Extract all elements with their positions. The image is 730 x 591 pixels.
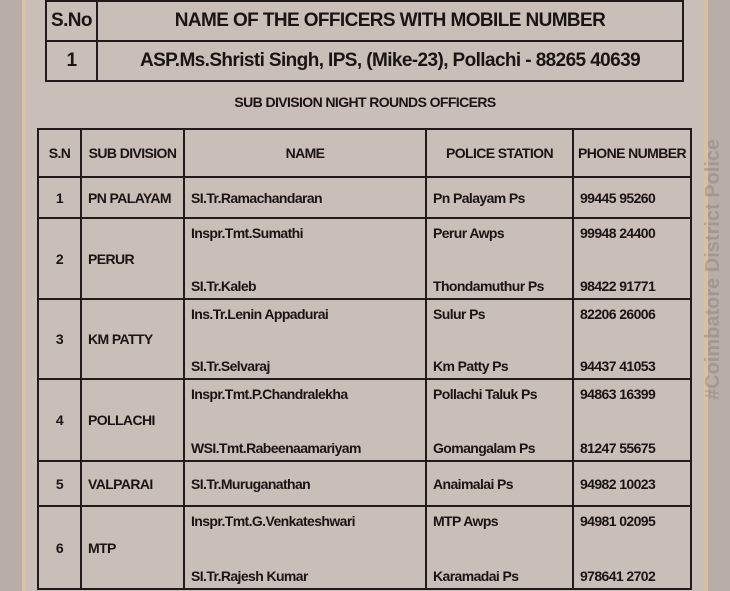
station-cell: Anaimalai Ps <box>433 475 514 492</box>
phone-cell: 81247 55675 <box>580 440 656 456</box>
subdivision-cell: PERUR <box>88 250 135 267</box>
header-sn: S.N <box>48 145 71 161</box>
subdivision-cell: PN PALAYAM <box>88 189 172 206</box>
name-cell: SI.Tr.Kaleb <box>191 278 257 294</box>
station-cell: Pn Palayam Ps <box>433 189 525 206</box>
sn-cell: 3 <box>55 331 64 347</box>
phone-cell: 94981 02095 <box>580 513 656 529</box>
name-cell: SI.Tr.Selvaraj <box>191 358 270 374</box>
station-cell: Thondamuthur Ps <box>433 278 544 294</box>
name-cell: SI.Tr.Rajesh Kumar <box>191 568 308 584</box>
table-row: 6 MTP Inspr.Tmt.G.Venkateshwari SI.Tr.Rajes… <box>37 505 692 590</box>
watermark: #Coimbatore District Police <box>702 138 724 400</box>
name-cell: Inspr.Tmt.P.Chandralekha <box>191 386 348 402</box>
phone-cell: 82206 26006 <box>580 306 656 322</box>
phone-cell: 94863 16399 <box>580 386 656 402</box>
station-cell: Sulur Ps <box>433 306 486 322</box>
header-subdivision: SUB DIVISION <box>88 145 177 161</box>
phone-cell: 94982 10023 <box>580 475 656 492</box>
table-row: 2 PERUR Inspr.Tmt.Sumathi SI.Tr.Kaleb Perur … <box>37 217 692 300</box>
table-row: 5 VALPARAI SI.Tr.Muruganathan Anaimalai Ps 9… <box>37 460 692 507</box>
station-cell: Pollachi Taluk Ps <box>433 386 538 402</box>
table-row: 4 POLLACHI Inspr.Tmt.P.Chandralekha WSI.Tmt… <box>37 378 692 462</box>
header-name: NAME <box>285 145 325 161</box>
header-phone: PHONE NUMBER <box>578 145 687 161</box>
officers-header: NAME OF THE OFFICERS WITH MOBILE NUMBER <box>174 10 606 31</box>
subdivision-cell: POLLACHI <box>88 412 155 428</box>
name-cell: SI.Tr.Ramachandaran <box>191 189 323 206</box>
table-header-row: S.N SUB DIVISION NAME POLICE STATION PHO… <box>37 128 692 178</box>
station-cell: Gomangalam Ps <box>433 440 536 456</box>
phone-cell: 98422 91771 <box>580 278 656 294</box>
name-cell: Inspr.Tmt.Sumathi <box>191 225 304 241</box>
subdivision-cell: MTP <box>88 539 116 556</box>
table-row: 1 PN PALAYAM SI.Tr.Ramachandaran Pn Palayam… <box>37 176 692 219</box>
name-cell: SI.Tr.Muruganathan <box>191 475 311 492</box>
name-cell: Ins.Tr.Lenin Appadurai <box>191 306 329 322</box>
station-cell: Perur Awps <box>433 225 505 241</box>
subdivision-cell: KM PATTY <box>88 331 153 347</box>
station-cell: Karamadai Ps <box>433 568 519 584</box>
phone-cell: 99948 24400 <box>580 225 656 241</box>
header-station: POLICE STATION <box>446 145 554 161</box>
sn-cell: 4 <box>55 412 64 428</box>
asp-table: S.No NAME OF THE OFFICERS WITH MOBILE NU… <box>45 0 684 82</box>
table-row: 3 KM PATTY Ins.Tr.Lenin Appadurai SI.Tr.Sel… <box>37 298 692 380</box>
sn-cell: 5 <box>55 475 64 492</box>
name-cell: Inspr.Tmt.G.Venkateshwari <box>191 513 356 529</box>
station-cell: Km Patty Ps <box>433 358 509 374</box>
subdivision-cell: VALPARAI <box>88 475 153 492</box>
phone-cell: 978641 2702 <box>580 568 656 584</box>
sn-cell: 2 <box>55 250 64 267</box>
station-cell: MTP Awps <box>433 513 499 529</box>
phone-cell: 94437 41053 <box>580 358 656 374</box>
night-rounds-table: S.N SUB DIVISION NAME POLICE STATION PHO… <box>37 128 692 590</box>
sn-cell: 1 <box>55 189 64 206</box>
sno-header: S.No <box>51 10 92 31</box>
subtitle: SUB DIVISION NIGHT ROUNDS OFFICERS <box>234 94 496 110</box>
sn-cell: 6 <box>55 539 64 556</box>
phone-cell: 99445 95260 <box>580 189 656 206</box>
asp-officer-cell: ASP.Ms.Shristi Singh, IPS, (Mike-23), Po… <box>139 50 641 71</box>
sno-cell: 1 <box>66 50 78 71</box>
name-cell: WSI.Tmt.Rabeenaamariyam <box>191 440 361 456</box>
